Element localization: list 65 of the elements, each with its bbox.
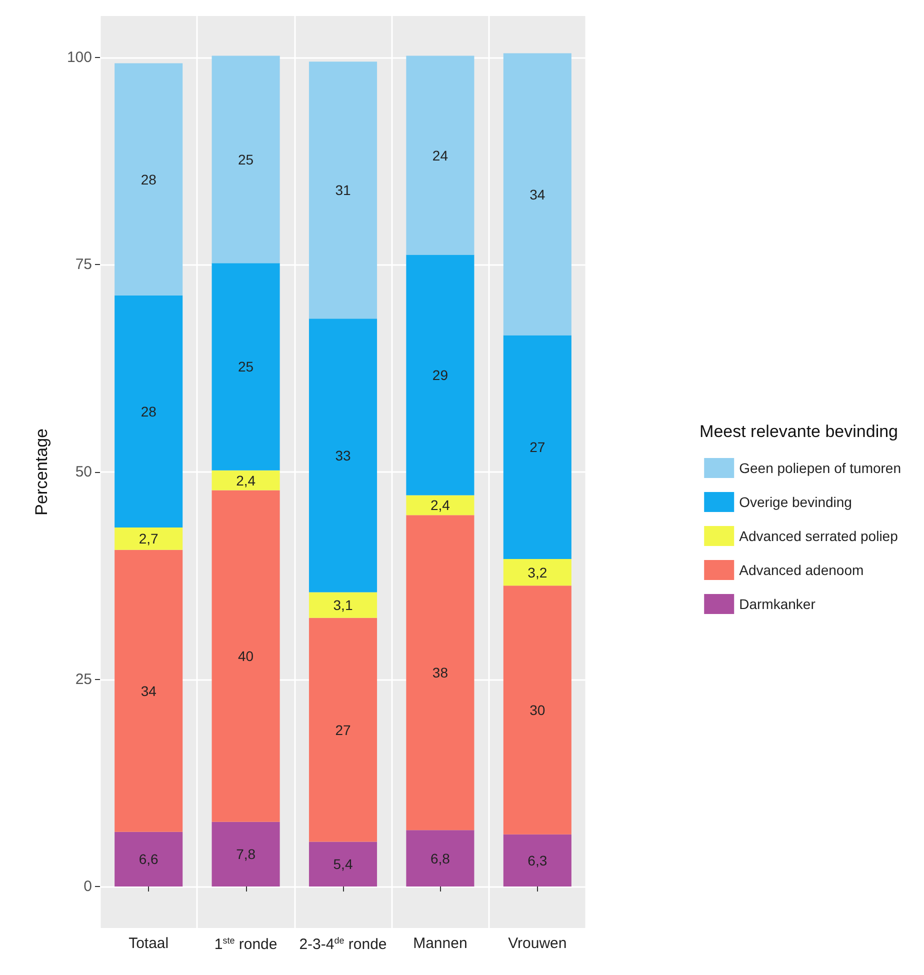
y-tick-label: 75	[75, 256, 92, 274]
data-label: 34	[140, 682, 157, 699]
bar	[503, 53, 572, 336]
bar	[212, 56, 280, 264]
data-label: 27	[335, 722, 351, 738]
bar	[406, 56, 474, 255]
data-label: 29	[432, 366, 448, 383]
bar	[308, 618, 378, 842]
y-tick-label: 50	[75, 464, 92, 480]
bar	[503, 335, 572, 560]
data-label: 25	[238, 358, 254, 375]
data-label: 28	[140, 171, 157, 188]
bar	[212, 822, 280, 887]
x-tick-label: Vrouwen	[508, 935, 567, 952]
bar	[114, 63, 183, 296]
legend-label: Advanced serrated poliep	[739, 528, 898, 544]
bar	[503, 834, 572, 887]
legend-label: Darmkanker	[739, 596, 816, 612]
data-label: 34	[530, 186, 546, 202]
data-label: 6,6	[138, 851, 159, 868]
data-label: 33	[335, 447, 351, 464]
bar	[114, 295, 183, 528]
x-tick-label: Totaal	[128, 935, 169, 952]
bar	[212, 490, 280, 822]
legend-label: Advanced adenoom	[739, 562, 864, 578]
bar	[503, 559, 572, 586]
bar	[308, 592, 378, 618]
data-label: 6,3	[528, 852, 548, 868]
legend-label: Geen poliepen of tumoren	[739, 460, 901, 476]
data-label: 31	[335, 182, 351, 198]
data-label: 6,8	[430, 850, 450, 866]
bar	[406, 515, 474, 830]
data-label: 24	[432, 147, 448, 164]
bar	[114, 550, 183, 832]
bar	[212, 470, 280, 490]
data-label: 2,4	[236, 472, 256, 488]
bar	[406, 254, 474, 496]
bar	[308, 318, 378, 592]
bar	[114, 832, 183, 887]
data-label: 7,8	[236, 846, 256, 862]
data-label: 3,2	[528, 564, 548, 580]
y-tick-label: 25	[75, 670, 92, 688]
bar	[406, 830, 474, 887]
bar	[114, 528, 183, 550]
data-label: 2,7	[138, 530, 159, 547]
data-label: 3,1	[333, 597, 353, 614]
legend-label: Overige bevinding	[739, 494, 852, 510]
data-label: 38	[432, 664, 448, 681]
x-tick-label: Mannen	[413, 935, 468, 952]
bar	[406, 495, 474, 516]
data-label: 25	[238, 151, 254, 168]
data-label: 2,4	[430, 497, 450, 514]
bar	[308, 842, 378, 887]
bar	[212, 263, 280, 470]
data-label: 40	[238, 648, 254, 664]
data-label: 30	[530, 702, 546, 718]
y-tick-label: 100	[66, 48, 92, 66]
bar	[308, 62, 378, 319]
data-label: 5,4	[333, 856, 353, 872]
data-label: 27	[530, 439, 546, 456]
legend-title: Meest relevante bevinding	[700, 422, 898, 441]
y-axis-title: Percentage	[32, 428, 51, 516]
y-tick-label: 0	[84, 878, 92, 896]
bar	[503, 586, 572, 834]
data-label: 28	[140, 403, 157, 420]
